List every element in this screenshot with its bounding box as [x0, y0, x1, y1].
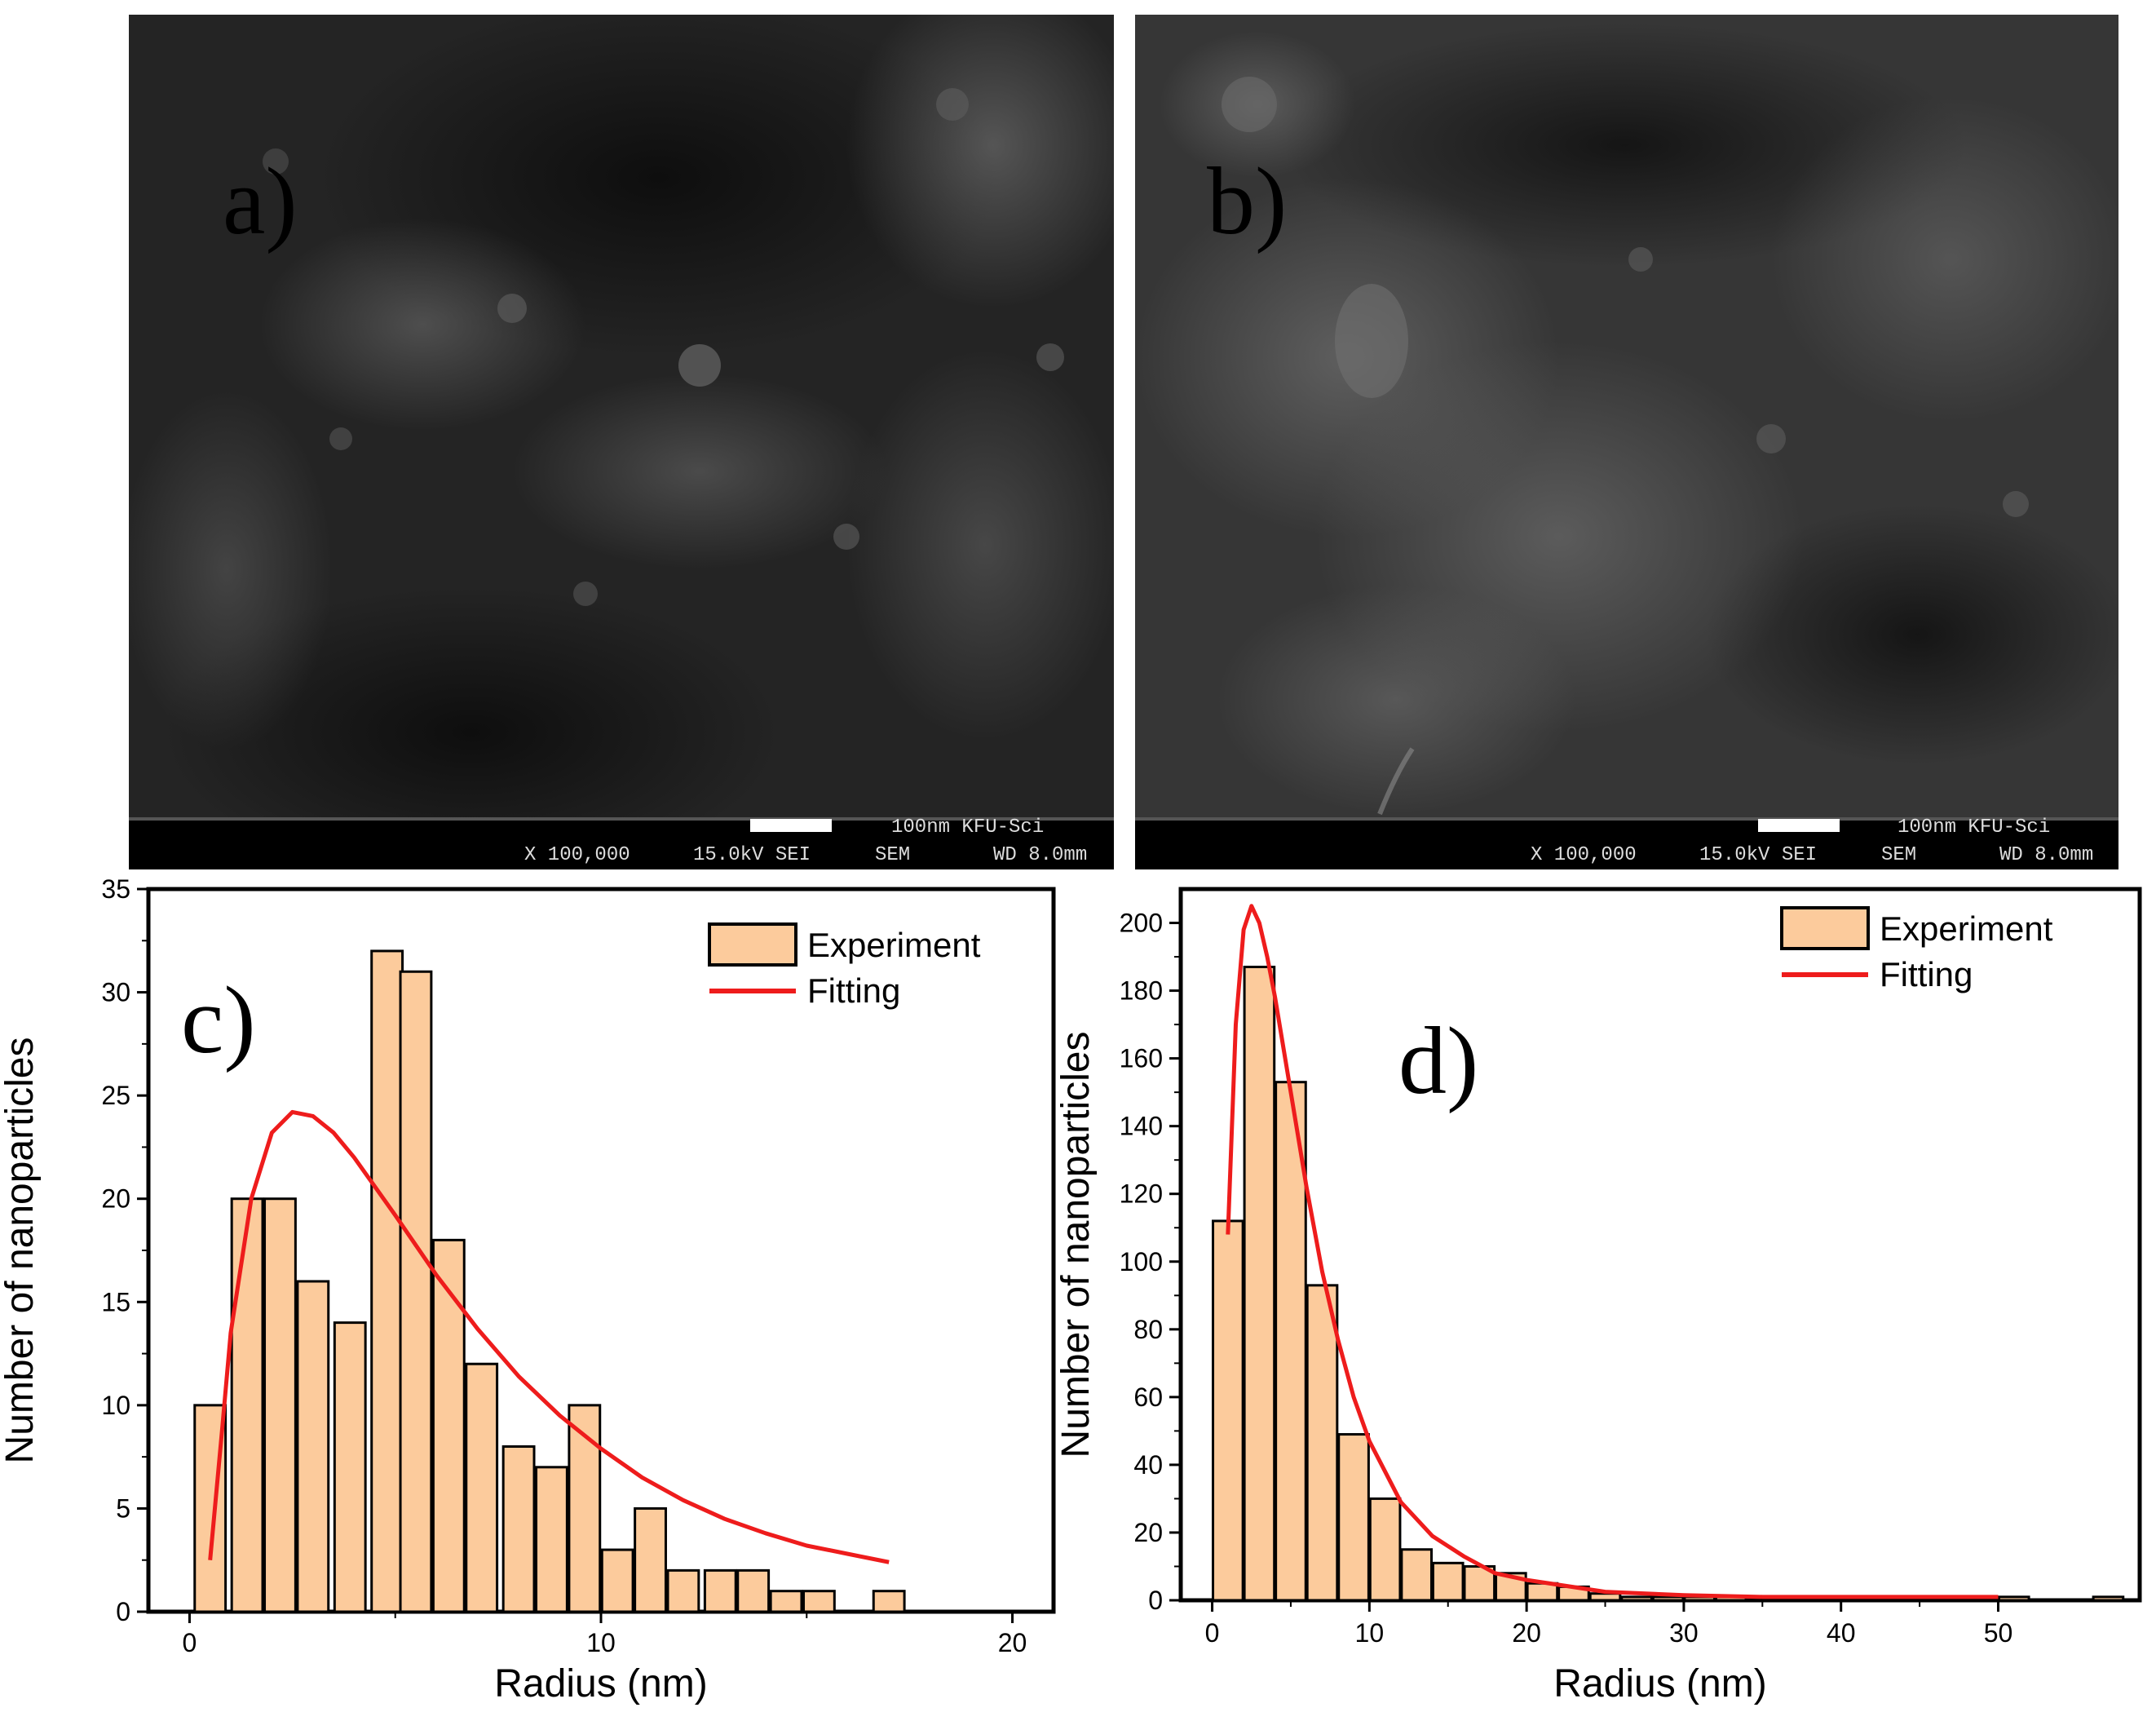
sem-image-a: a) 100nm KFU-Sci X 100,000 15.0kV SEI SE… — [129, 15, 1114, 869]
bar-c — [296, 1280, 330, 1613]
x-tick-label-c: 10 — [586, 1628, 616, 1657]
legend-c: Experiment Fitting — [708, 922, 981, 1010]
legend-label-experiment-c: Experiment — [807, 926, 981, 964]
working-distance-b: WD 8.0mm — [1999, 844, 2094, 866]
bar-c — [600, 1548, 634, 1613]
scale-text-b: 100nm KFU-Sci — [1898, 816, 2051, 838]
scale-bar-b — [1758, 819, 1840, 832]
bar-c — [370, 949, 404, 1613]
bar-c — [230, 1197, 264, 1613]
bar-c — [802, 1590, 836, 1613]
bar-c — [333, 1321, 367, 1613]
bar-c — [465, 1362, 499, 1613]
bar-c — [501, 1444, 536, 1613]
x-tick-label-c: 20 — [998, 1628, 1027, 1657]
bar-c — [703, 1568, 737, 1613]
y-tick-label-c: 25 — [101, 1081, 130, 1110]
sem-texture-b — [1135, 15, 2118, 869]
magnification-a: X 100,000 — [524, 844, 630, 866]
y-tick-label-c: 5 — [116, 1493, 130, 1523]
x-tick-label-c: 0 — [183, 1628, 197, 1657]
y-axis-title-c: Number of nanoparticles — [0, 1037, 42, 1464]
sem-texture-a — [129, 15, 1114, 869]
legend-swatch-experiment-c — [708, 922, 797, 967]
mode-a: SEM — [875, 844, 911, 866]
y-tick-label-c: 0 — [116, 1597, 130, 1626]
panel-label-b: b) — [1207, 148, 1288, 254]
y-tick-label-c: 35 — [101, 874, 130, 904]
y-tick-label-c: 15 — [101, 1287, 130, 1316]
scale-text-a: 100nm KFU-Sci — [891, 816, 1045, 838]
sem-image-b: b) 100nm KFU-Sci X 100,000 15.0kV SEI SE… — [1135, 15, 2118, 869]
fit-line-c — [208, 1109, 890, 1564]
bar-c — [399, 970, 433, 1613]
panel-label-c: c) — [181, 967, 256, 1073]
working-distance-a: WD 8.0mm — [993, 844, 1088, 866]
voltage-b: 15.0kV SEI — [1699, 844, 1818, 866]
sem-info-bar-a — [129, 817, 1114, 869]
magnification-b: X 100,000 — [1531, 844, 1637, 866]
y-tick-label-c: 30 — [101, 978, 130, 1007]
legend-label-fitting-c: Fitting — [807, 971, 900, 1010]
bar-c — [666, 1568, 700, 1613]
bar-c — [736, 1568, 771, 1613]
bar-c — [769, 1590, 803, 1613]
y-tick-label-c: 10 — [101, 1391, 130, 1420]
voltage-a: 15.0kV SEI — [693, 844, 811, 866]
bars-c — [193, 949, 906, 1613]
bar-c — [568, 1404, 602, 1613]
scale-bar-a — [750, 819, 832, 832]
bar-c — [535, 1466, 568, 1613]
bar-c — [263, 1197, 297, 1613]
bar-c — [431, 1238, 466, 1613]
bar-c — [872, 1590, 906, 1613]
mode-b: SEM — [1881, 844, 1917, 866]
y-tick-label-c: 20 — [101, 1184, 130, 1214]
panel-label-a: a) — [223, 148, 298, 254]
bar-c — [634, 1506, 667, 1613]
x-axis-title-c: Radius (nm) — [494, 1662, 707, 1706]
sem-info-bar-b — [1135, 817, 2118, 869]
